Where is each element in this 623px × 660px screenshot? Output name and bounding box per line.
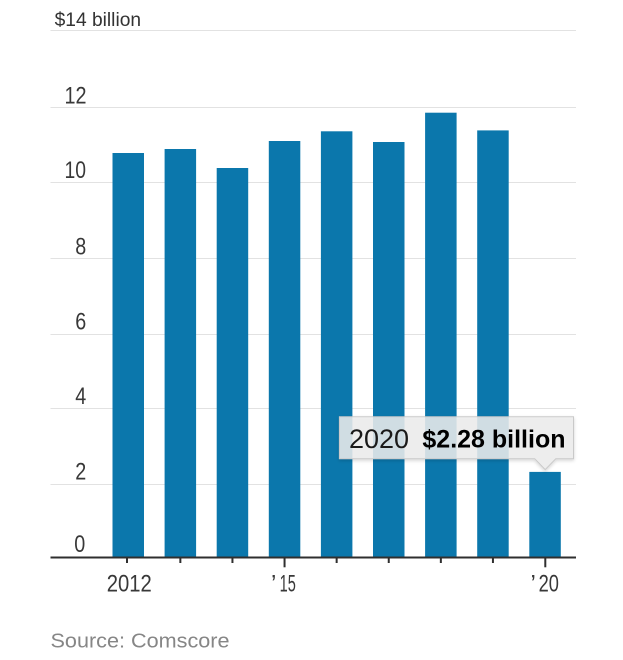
svg-text:$2.28 billion: $2.28 billion xyxy=(422,425,565,453)
svg-text:15: 15 xyxy=(280,571,296,598)
svg-text:$14 billion: $14 billion xyxy=(55,9,142,31)
svg-text:’: ’ xyxy=(271,571,276,598)
svg-text:’: ’ xyxy=(531,571,536,598)
svg-text:4: 4 xyxy=(75,383,86,410)
svg-text:10: 10 xyxy=(65,157,87,184)
svg-text:0: 0 xyxy=(74,531,85,558)
svg-text:20: 20 xyxy=(539,571,559,598)
svg-text:2: 2 xyxy=(75,459,86,486)
svg-text:Source: Comscore: Source: Comscore xyxy=(51,630,230,653)
svg-text:8: 8 xyxy=(75,233,86,260)
svg-text:2020: 2020 xyxy=(349,424,409,454)
svg-text:6: 6 xyxy=(75,309,86,336)
svg-text:2012: 2012 xyxy=(107,571,152,598)
svg-text:12: 12 xyxy=(65,82,87,109)
